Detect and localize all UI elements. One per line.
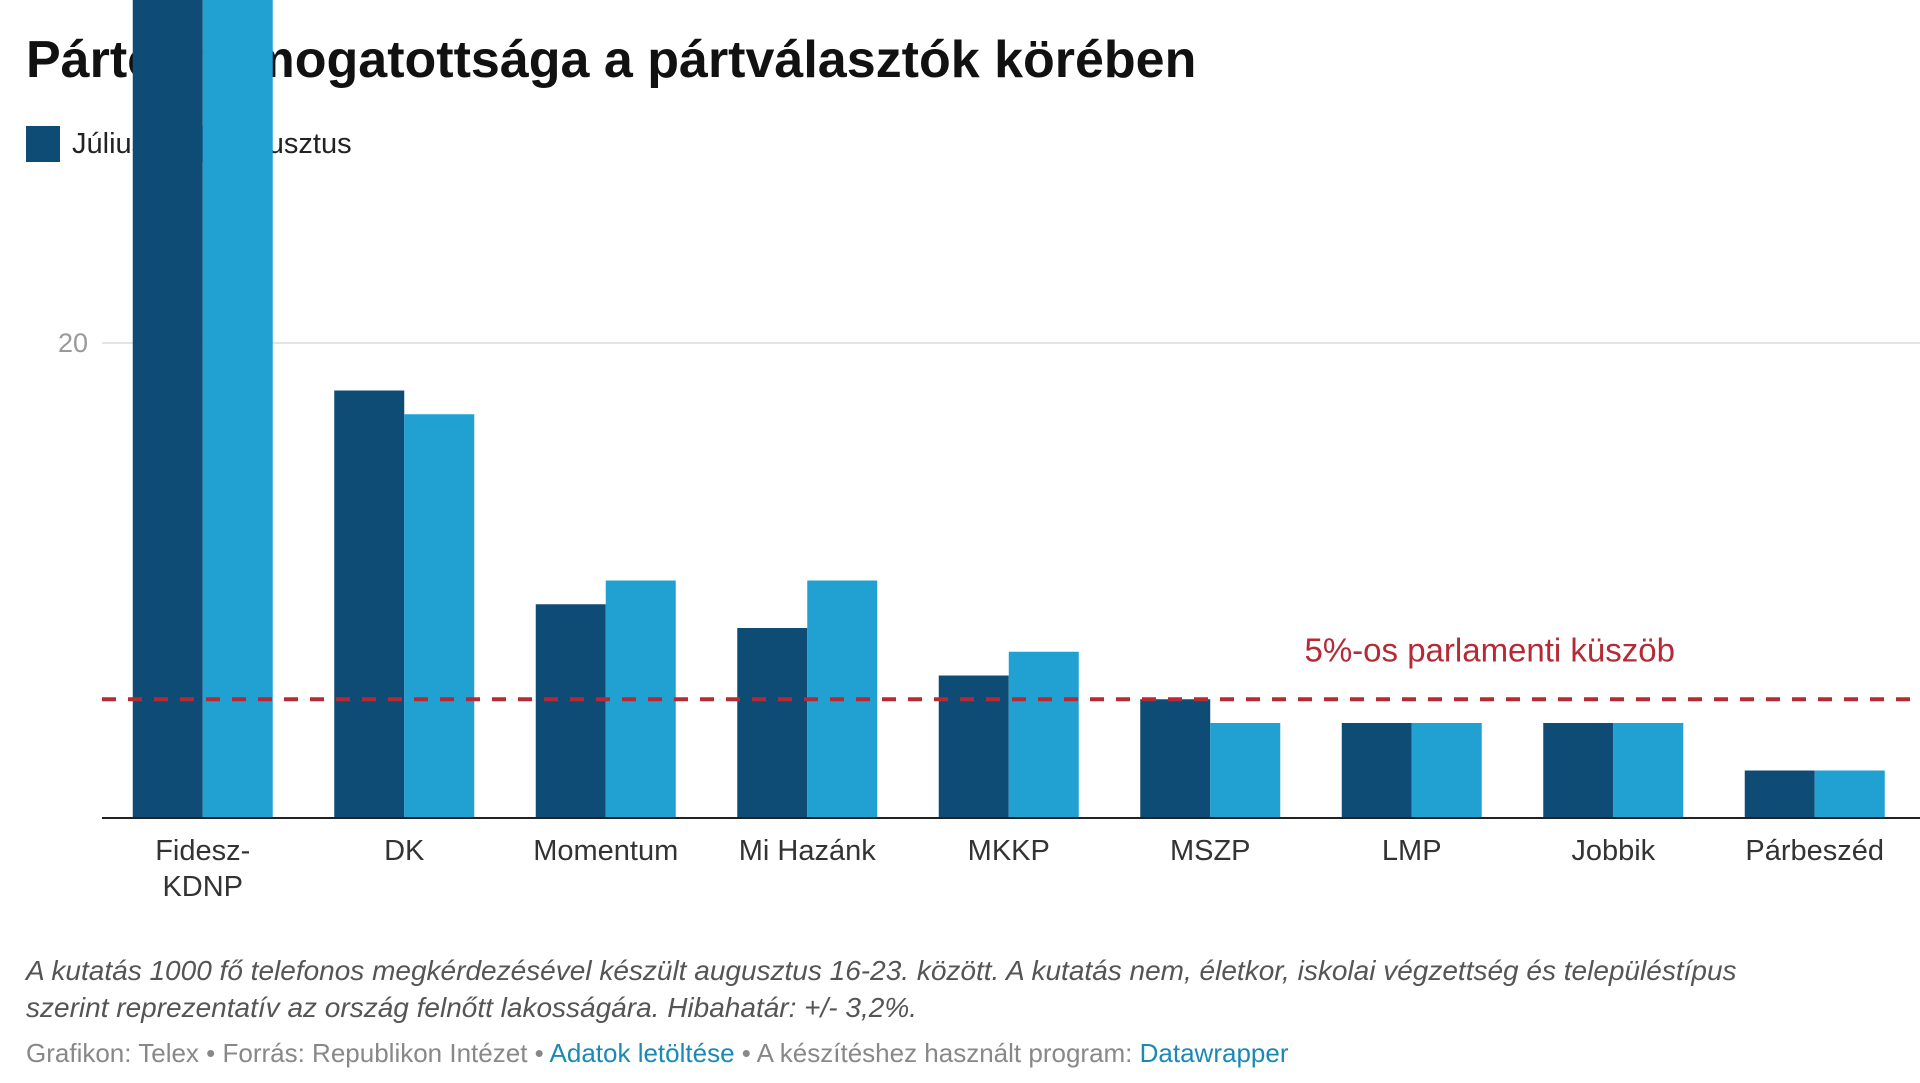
- chart-footer: Grafikon: Telex • Forrás: Republikon Int…: [26, 1038, 1289, 1069]
- bar-mi-hazank-julius: [737, 628, 808, 818]
- x-tick-label-mi-hazank: Mi Hazánk: [739, 835, 876, 867]
- note-line-1: A kutatás 1000 fő telefonos megkérdezésé…: [26, 955, 1737, 986]
- bar-momentum-julius: [535, 604, 606, 818]
- y-tick-label-20: 20: [58, 328, 88, 358]
- chart-notes: A kutatás 1000 fő telefonos megkérdezésé…: [26, 952, 1916, 1026]
- note-line-2: szerint reprezentatív az ország felnőtt …: [26, 992, 918, 1023]
- x-tick-label-mszp: MSZP: [1170, 835, 1251, 867]
- bar-mszp-augusztus: [1210, 723, 1281, 818]
- threshold-label: 5%-os parlamenti küszöb: [1304, 631, 1675, 668]
- bar-fidesz-kdnp-augusztus: [202, 0, 273, 818]
- x-tick-label-fidesz-kdnp-1: Fidesz-: [155, 835, 250, 867]
- bar-mkkp-julius: [938, 675, 1009, 818]
- x-tick-label-lmp: LMP: [1382, 835, 1442, 867]
- bar-lmp-julius: [1341, 723, 1412, 818]
- bar-jobbik-julius: [1543, 723, 1614, 818]
- x-tick-label-mkkp: MKKP: [968, 835, 1050, 867]
- bar-dk-augusztus: [404, 414, 475, 818]
- x-tick-label-fidesz-kdnp-2: KDNP: [162, 871, 243, 903]
- datawrapper-link[interactable]: Datawrapper: [1139, 1038, 1289, 1068]
- bar-mkkp-augusztus: [1008, 651, 1079, 818]
- bar-parbeszed-augusztus: [1814, 770, 1885, 818]
- x-tick-label-jobbik: Jobbik: [1571, 835, 1655, 867]
- x-tick-label-momentum: Momentum: [533, 835, 678, 867]
- bar-mszp-julius: [1140, 699, 1211, 818]
- footer-credit: Grafikon: Telex • Forrás: Republikon Int…: [26, 1038, 550, 1068]
- legend-swatch-julius: [26, 126, 60, 162]
- bar-lmp-augusztus: [1411, 723, 1482, 818]
- footer-middle: • A készítéshez használt program:: [734, 1038, 1140, 1068]
- bar-fidesz-kdnp-julius: [132, 0, 203, 818]
- bar-parbeszed-julius: [1744, 770, 1815, 818]
- bar-jobbik-augusztus: [1613, 723, 1684, 818]
- bar-momentum-augusztus: [605, 580, 676, 818]
- x-tick-label-dk: DK: [384, 835, 425, 867]
- download-data-link[interactable]: Adatok letöltése: [549, 1038, 735, 1068]
- bar-dk-julius: [334, 390, 405, 818]
- x-tick-label-parbeszed: Párbeszéd: [1745, 835, 1884, 867]
